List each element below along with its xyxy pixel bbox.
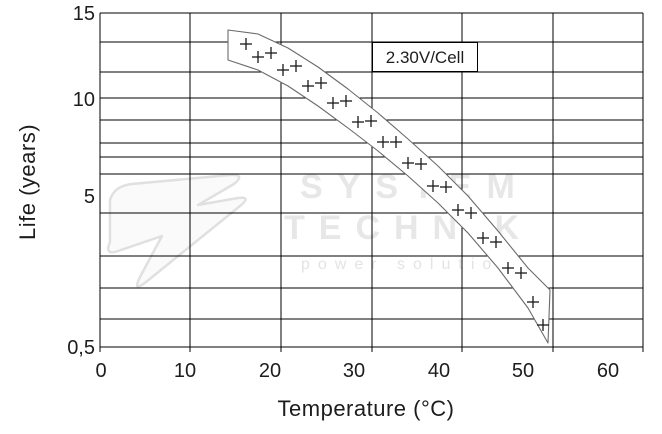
x-axis-tick-labels: 0 10 20 30 40 50 60 bbox=[95, 360, 619, 382]
y-tick-label-5: 5 bbox=[84, 186, 95, 208]
x-tick-label-10: 10 bbox=[174, 360, 196, 382]
y-tick-label-10: 10 bbox=[73, 89, 95, 111]
x-axis-title: Temperature (°C) bbox=[278, 396, 455, 421]
x-tick-label-60: 60 bbox=[597, 360, 619, 382]
x-tick-label-40: 40 bbox=[428, 360, 450, 382]
annotation-frame bbox=[372, 42, 478, 72]
watermark-text-line3: power solutions bbox=[301, 256, 533, 273]
grid bbox=[99, 12, 644, 352]
x-tick-label-30: 30 bbox=[343, 360, 365, 382]
annotation-label: 2.30V/Cell bbox=[386, 48, 464, 67]
y-tick-label-15: 15 bbox=[73, 3, 95, 25]
annotation-box: 2.30V/Cell bbox=[372, 42, 478, 72]
y-axis-title: Life (years) bbox=[15, 124, 40, 240]
x-tick-label-0: 0 bbox=[95, 360, 106, 382]
life-band bbox=[227, 29, 551, 344]
x-tick-label-50: 50 bbox=[512, 360, 534, 382]
x-tick-label-20: 20 bbox=[259, 360, 281, 382]
y-axis-tick-labels: 15 10 5 0,5 bbox=[67, 3, 95, 359]
watermark-logo-swoosh-icon bbox=[107, 173, 247, 288]
y-tick-label-0-5: 0,5 bbox=[67, 337, 95, 359]
band-markers bbox=[240, 38, 549, 331]
